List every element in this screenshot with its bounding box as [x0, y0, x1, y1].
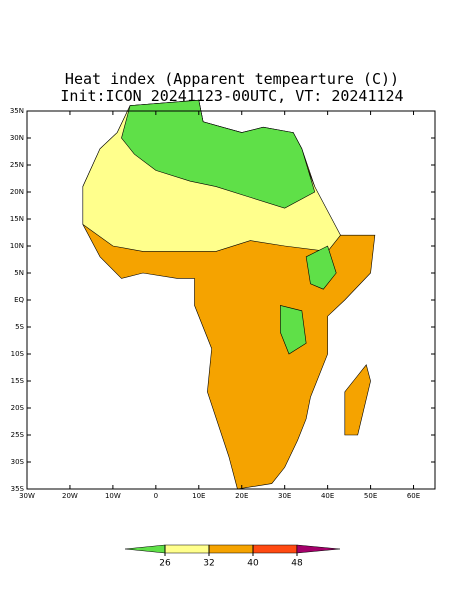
colorbar-segment	[208, 544, 254, 554]
lat-tick-label: 25S	[11, 431, 25, 439]
colorbar-arrow	[296, 544, 341, 554]
colorbar-label: 48	[291, 559, 303, 569]
subtitle: Init:ICON 20241123-00UTC, VT: 20241124	[60, 87, 403, 105]
colorbar-segment	[164, 544, 210, 554]
colorbar-label: 32	[203, 559, 214, 569]
lat-tick-label: 5S	[15, 323, 24, 331]
lon-tick-label: 20E	[235, 492, 248, 500]
lat-tick-label: 5N	[14, 269, 24, 277]
lat-tick-label: 25N	[10, 161, 24, 169]
lat-tick-label: 35S	[11, 485, 25, 493]
map-layer	[82, 99, 376, 490]
lon-tick-label: 10E	[192, 492, 205, 500]
lat-tick-label: 10S	[11, 350, 25, 358]
lat-tick-label: 30N	[10, 134, 24, 142]
lon-tick-label: 30W	[19, 492, 35, 500]
lat-tick-label: 20N	[10, 188, 24, 196]
lat-tick-label: 15N	[10, 215, 24, 223]
lat-tick-label: 35N	[10, 107, 24, 115]
lon-tick-label: 60E	[407, 492, 420, 500]
colorbar-arrow	[124, 544, 166, 554]
lat-tick-label: 10N	[10, 242, 24, 250]
lat-tick-label: 30S	[11, 458, 25, 466]
lat-tick-label: EQ	[14, 296, 24, 304]
cool-highland	[280, 305, 307, 355]
lat-tick-label: 15S	[11, 377, 25, 385]
colorbar-label: 40	[247, 559, 259, 569]
title: Heat index (Apparent tempearture (C))	[65, 70, 399, 88]
lon-tick-label: 10W	[105, 492, 121, 500]
cool-highland	[305, 245, 337, 290]
lon-tick-label: 50E	[364, 492, 377, 500]
colorbar-label: 26	[159, 559, 171, 569]
lon-tick-label: 30E	[278, 492, 291, 500]
lon-tick-label: 20W	[62, 492, 78, 500]
island	[344, 364, 371, 436]
colorbar-segment	[252, 544, 298, 554]
lon-tick-label: 40E	[321, 492, 334, 500]
lon-tick-label: 0	[154, 492, 158, 500]
lat-tick-label: 20S	[11, 404, 25, 412]
